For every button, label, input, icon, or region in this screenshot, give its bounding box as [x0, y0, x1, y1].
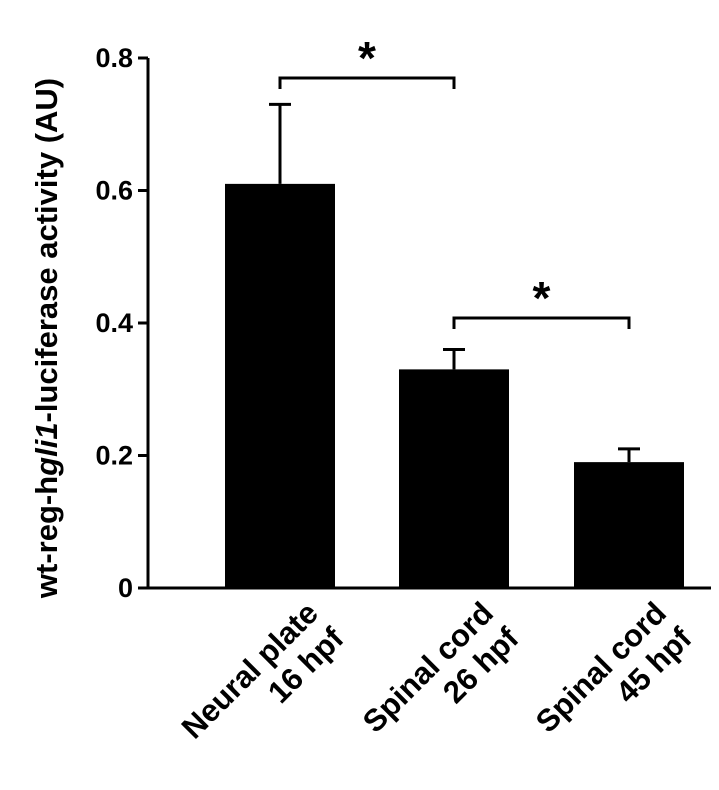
- significance-bracket-1: [452, 316, 631, 329]
- significance-bracket-0: [278, 76, 456, 89]
- y-axis-label-gene: gli1: [29, 422, 64, 476]
- y-axis-label-suffix: -luciferase activity (AU): [29, 78, 64, 423]
- y-axis-label: wt-reg-hgli1-luciferase activity (AU): [29, 78, 64, 599]
- svg-text:wt-reg-hgli1-luciferase activi: wt-reg-hgli1-luciferase activity (AU): [29, 78, 64, 599]
- y-tick-label-1: 0.2: [95, 441, 133, 471]
- bar-1: [399, 369, 509, 588]
- y-axis-label-prefix: wt-reg-h: [29, 476, 64, 599]
- y-tick-label-0: 0: [118, 573, 133, 603]
- bars: [225, 102, 684, 588]
- significance-star-1: *: [533, 272, 551, 324]
- y-tick-label-3: 0.6: [95, 176, 133, 206]
- significance-star-0: *: [358, 32, 376, 84]
- y-tick-label-2: 0.4: [95, 308, 133, 338]
- bar-2: [574, 462, 684, 588]
- bar-0: [225, 183, 335, 588]
- y-tick-label-4: 0.8: [95, 43, 133, 73]
- significance-annotations: **: [278, 32, 631, 329]
